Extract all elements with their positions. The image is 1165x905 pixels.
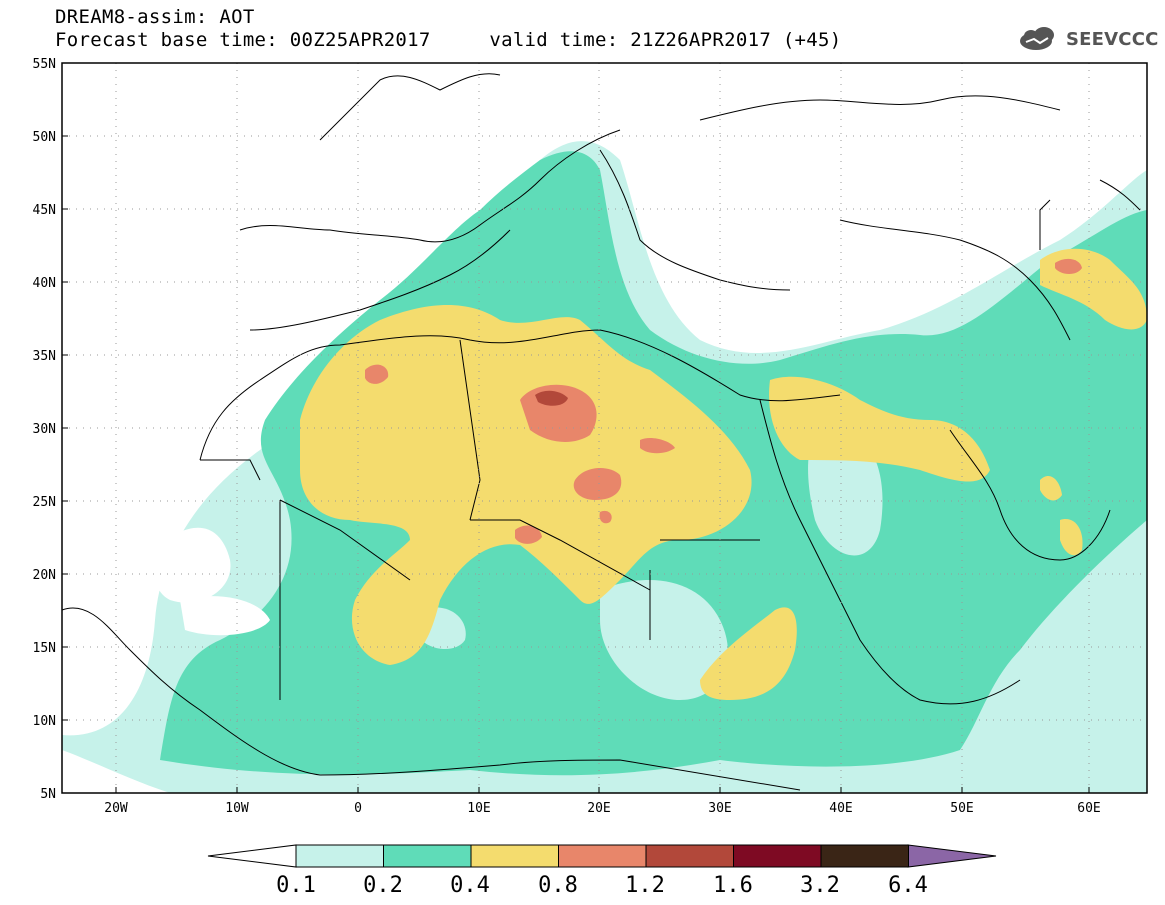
logo-text: SEEVCCC — [1066, 29, 1159, 50]
colorbar-label: 0.1 — [276, 873, 316, 898]
lat-label: 15N — [33, 641, 56, 656]
lat-label: 20N — [33, 568, 56, 583]
colorbar-bin — [645, 844, 734, 868]
lon-label: 60E — [1077, 801, 1100, 816]
aot-field-0.4 — [300, 248, 1147, 700]
lon-label: 20E — [587, 801, 610, 816]
lat-label: 25N — [33, 495, 56, 510]
lat-label: 40N — [33, 276, 56, 291]
lat-label: 30N — [33, 422, 56, 437]
forecast-time-subtitle: Forecast base time: 00Z25APR2017 valid t… — [55, 29, 842, 51]
lat-label: 45N — [33, 203, 56, 218]
lat-label: 10N — [33, 714, 56, 729]
colorbar-bin — [733, 844, 822, 868]
lon-label: 50E — [950, 801, 973, 816]
colorbar-label: 6.4 — [888, 873, 928, 898]
seevccc-logo — [1020, 27, 1054, 50]
colorbar-bin — [383, 844, 472, 868]
lon-label: 10E — [467, 801, 490, 816]
lat-ticks — [62, 62, 68, 794]
aot-fields — [62, 141, 1147, 793]
colorbar-bin — [558, 844, 647, 868]
lon-label: 30E — [708, 801, 731, 816]
colorbar-bin — [470, 844, 559, 868]
colorbar-label: 1.6 — [713, 873, 753, 898]
coastlines — [62, 73, 1141, 791]
lon-label: 20W — [104, 801, 128, 816]
colorbar-label: 0.4 — [450, 873, 490, 898]
lat-label: 55N — [33, 57, 56, 72]
lon-ticks — [115, 787, 1090, 793]
colorbar-low-arrow — [207, 844, 297, 868]
colorbar-bin — [820, 844, 909, 868]
cloud-icon — [1020, 27, 1054, 50]
colorbar-label: 0.8 — [538, 873, 578, 898]
lon-label: 0 — [354, 801, 362, 816]
colorbar-high-arrow — [907, 844, 997, 868]
lat-label: 50N — [33, 130, 56, 145]
colorbar-label: 1.2 — [625, 873, 665, 898]
colorbar-label: 0.2 — [363, 873, 403, 898]
lon-label: 10W — [225, 801, 249, 816]
colorbar-label: 3.2 — [800, 873, 840, 898]
aot-field-1.2 — [535, 390, 568, 406]
lat-label: 35N — [33, 349, 56, 364]
colorbar — [207, 844, 997, 868]
gridlines — [62, 63, 1147, 793]
lat-label: 5N — [40, 787, 56, 802]
map-title: DREAM8-assim: AOT — [55, 6, 255, 28]
colorbar-bin — [295, 844, 384, 868]
lon-label: 40E — [829, 801, 852, 816]
